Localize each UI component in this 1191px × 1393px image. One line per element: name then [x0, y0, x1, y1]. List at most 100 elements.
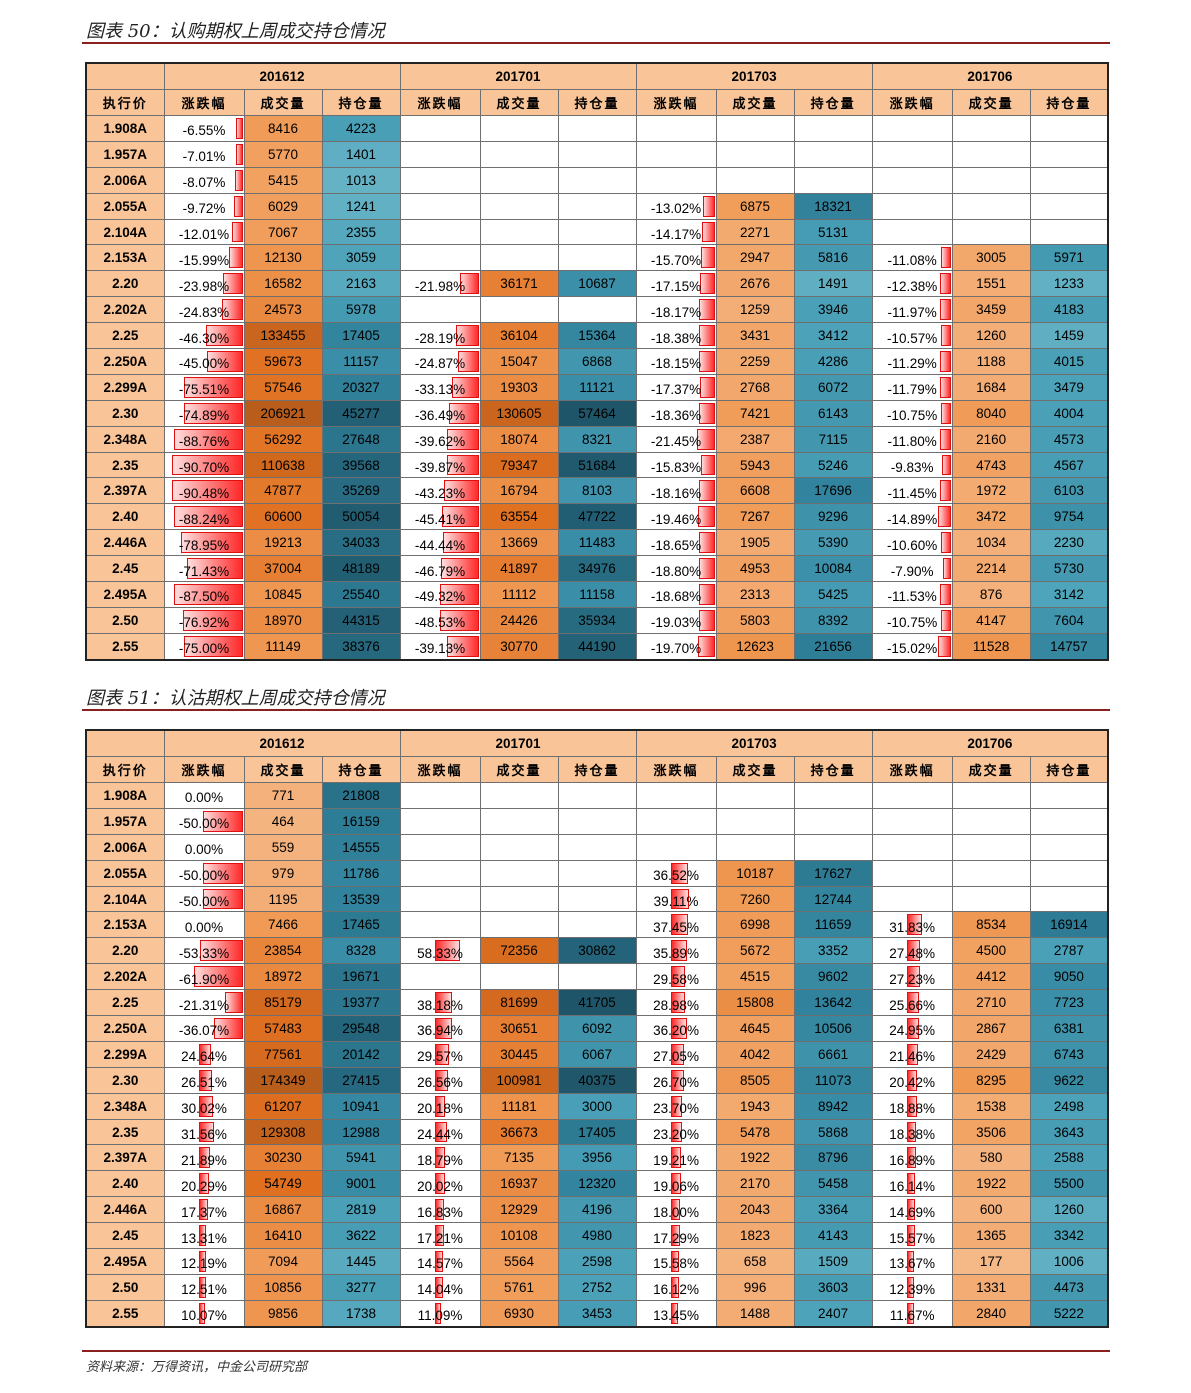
empty-cell	[399, 911, 481, 939]
change-cell: 19.06%	[635, 1170, 717, 1198]
figure-51-rule	[82, 709, 1110, 711]
volume-cell: 7260	[715, 885, 795, 913]
volume-cell: 16410	[243, 1222, 323, 1250]
change-bar	[940, 325, 951, 347]
empty-cell	[1029, 833, 1109, 861]
open-interest-cell: 40375	[557, 1066, 637, 1094]
change-cell: -87.50%	[163, 581, 245, 608]
change-cell: 27.23%	[871, 963, 953, 991]
strike-price-cell: 1.908A	[85, 115, 165, 142]
change-cell: -76.92%	[163, 606, 245, 634]
empty-cell	[557, 296, 637, 324]
volume-cell: 1365	[951, 1222, 1031, 1250]
volume-cell: 174349	[243, 1066, 323, 1094]
change-bar	[199, 940, 243, 962]
empty-cell	[1029, 807, 1109, 835]
volume-cell: 5415	[243, 166, 323, 194]
change-bar	[906, 1276, 914, 1298]
open-interest-cell: 17627	[793, 859, 873, 887]
open-interest-cell: 15364	[557, 322, 637, 350]
volume-cell: 3472	[951, 503, 1031, 531]
change-cell: -75.00%	[163, 632, 245, 661]
empty-cell	[399, 859, 481, 887]
change-bar	[670, 1043, 684, 1065]
open-interest-cell: 6743	[1029, 1040, 1109, 1068]
open-interest-cell: 8321	[557, 425, 637, 453]
strike-price-cell: 1.957A	[85, 140, 165, 168]
change-bar	[198, 1043, 211, 1065]
open-interest-cell: 11659	[793, 911, 873, 939]
volume-cell: 5761	[479, 1273, 559, 1301]
open-interest-header: 持仓量	[793, 89, 873, 116]
change-bar	[434, 992, 452, 1014]
strike-price-cell: 2.299A	[85, 373, 165, 401]
empty-cell	[557, 963, 637, 991]
change-bar	[198, 1225, 206, 1247]
strike-price-cell: 2.35	[85, 1118, 165, 1146]
volume-header: 成交量	[951, 89, 1031, 116]
change-value: 13.67%	[889, 1256, 935, 1272]
change-cell: 20.18%	[399, 1092, 481, 1120]
change-cell: -53.33%	[163, 937, 245, 965]
volume-cell: 1331	[951, 1273, 1031, 1301]
strike-price-cell: 2.45	[85, 555, 165, 583]
change-cell: 27.05%	[635, 1040, 717, 1068]
open-interest-cell: 8103	[557, 477, 637, 505]
change-value: -10.75%	[886, 615, 938, 631]
empty-cell	[951, 807, 1031, 835]
volume-cell: 8534	[951, 911, 1031, 939]
change-value: -11.08%	[887, 252, 937, 268]
open-interest-cell: 4573	[1029, 425, 1109, 453]
volume-cell: 3431	[715, 322, 795, 350]
empty-cell	[951, 115, 1031, 142]
change-value: -14.17%	[650, 227, 702, 242]
open-interest-cell: 5222	[1029, 1299, 1109, 1328]
change-cell: -12.01%	[163, 218, 245, 246]
change-bar	[670, 1018, 687, 1039]
strike-price-cell: 2.55	[85, 1299, 165, 1328]
empty-cell	[635, 166, 717, 194]
change-header: 涨跌幅	[871, 89, 953, 116]
change-value: -15.02%	[886, 641, 938, 657]
volume-header: 成交量	[951, 756, 1031, 783]
volume-cell: 5943	[715, 451, 795, 479]
change-cell: -36.49%	[399, 399, 481, 427]
open-interest-cell: 20327	[321, 373, 401, 401]
open-interest-cell: 8328	[321, 937, 401, 965]
change-bar	[228, 247, 243, 269]
change-bar	[198, 1302, 205, 1324]
change-value: 23.70%	[653, 1101, 699, 1117]
open-interest-cell: 2598	[557, 1248, 637, 1275]
empty-cell	[479, 192, 559, 220]
volume-header: 成交量	[479, 89, 559, 116]
volume-cell: 559	[243, 833, 323, 861]
volume-cell: 12623	[715, 632, 795, 661]
change-cell: -88.76%	[163, 425, 245, 453]
change-value: 17.37%	[181, 1204, 227, 1220]
volume-cell: 13669	[479, 529, 559, 557]
volume-header: 成交量	[715, 89, 795, 116]
volume-cell: 771	[243, 782, 323, 809]
change-cell: 0.00%	[163, 833, 245, 861]
change-bar	[459, 273, 479, 295]
change-cell: 37.45%	[635, 911, 717, 939]
open-interest-cell: 6381	[1029, 1015, 1109, 1042]
volume-cell: 876	[951, 581, 1031, 608]
open-interest-cell: 4980	[557, 1222, 637, 1250]
change-bar	[670, 940, 687, 962]
volume-cell: 10845	[243, 581, 323, 608]
change-value: -75.51%	[178, 382, 230, 398]
open-interest-cell: 6067	[557, 1040, 637, 1068]
change-cell: -18.80%	[635, 555, 717, 583]
volume-cell: 72356	[479, 937, 559, 965]
empty-cell	[951, 859, 1031, 887]
table-row: 2.40 -88.24% 60600 50054 -45.41% 63554 47722 -1…	[85, 503, 1109, 531]
change-value: -23.98%	[178, 278, 230, 294]
volume-cell: 1195	[243, 885, 323, 913]
open-interest-cell: 6092	[557, 1015, 637, 1042]
change-cell: -15.02%	[871, 632, 953, 661]
change-cell: 21.89%	[163, 1144, 245, 1172]
change-value: -15.70%	[650, 252, 702, 268]
volume-cell: 4743	[951, 451, 1031, 479]
change-cell: -39.87%	[399, 451, 481, 479]
